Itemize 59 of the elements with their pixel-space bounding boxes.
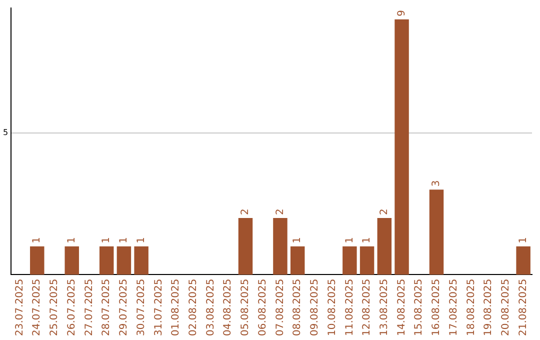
- x-tick-label: 23.07.2025: [14, 278, 26, 336]
- x-tick-label: 05.08.2025: [240, 278, 252, 336]
- x-tick-label: 19.08.2025: [483, 278, 494, 336]
- bar: [394, 19, 409, 275]
- x-tick-label: 30.07.2025: [136, 278, 147, 336]
- x-tick-label: 25.07.2025: [49, 278, 60, 336]
- y-tick-label: 5: [2, 128, 8, 137]
- bar: [64, 246, 79, 275]
- data-label: 1: [32, 236, 43, 244]
- data-label: 9: [396, 10, 408, 16]
- bar: [516, 246, 530, 275]
- x-tick-label: 24.07.2025: [32, 278, 43, 336]
- x-tick-label: 04.08.2025: [222, 278, 234, 336]
- data-label: 1: [101, 236, 112, 244]
- x-tick-label: 27.07.2025: [84, 278, 95, 336]
- x-tick-label: 28.07.2025: [101, 278, 112, 336]
- data-label: 1: [118, 236, 130, 244]
- data-label: 2: [240, 208, 252, 215]
- x-tick-label: 03.08.2025: [205, 278, 216, 336]
- data-label: 1: [362, 236, 373, 244]
- data-label: 3: [431, 180, 442, 187]
- bar: [290, 246, 305, 275]
- x-tick-label: 21.08.2025: [518, 278, 529, 336]
- data-label: 1: [344, 236, 356, 244]
- x-tick-label: 26.07.2025: [66, 278, 78, 336]
- x-tick-label: 07.08.2025: [274, 278, 286, 336]
- x-tick-label: 13.08.2025: [379, 278, 390, 336]
- data-label: 1: [292, 236, 304, 244]
- data-label: 1: [518, 236, 529, 244]
- bar: [342, 246, 357, 275]
- data-label: 1: [136, 236, 147, 244]
- x-tick-label: 08.08.2025: [292, 278, 304, 336]
- x-tick-label: 16.08.2025: [431, 278, 442, 336]
- x-tick-label: 10.08.2025: [326, 278, 338, 336]
- x-tick-label: 20.08.2025: [500, 278, 512, 336]
- x-tick-label: 11.08.2025: [344, 278, 356, 336]
- bar: [134, 246, 148, 275]
- x-tick-label: 02.08.2025: [188, 278, 199, 336]
- bar: [99, 246, 114, 275]
- x-tick-label: 12.08.2025: [362, 278, 373, 336]
- x-tick-label: 29.07.2025: [118, 278, 130, 336]
- data-label: 2: [379, 208, 390, 215]
- x-tick-label: 31.07.2025: [153, 278, 164, 336]
- x-tick-label: 15.08.2025: [414, 278, 425, 336]
- bar: [429, 190, 444, 275]
- bar: [360, 246, 374, 275]
- bar: [238, 218, 253, 275]
- x-tick-label: 06.08.2025: [257, 278, 268, 336]
- x-tick-label: 17.08.2025: [448, 278, 460, 336]
- data-label: 1: [66, 236, 78, 244]
- x-tick-label: 14.08.2025: [396, 278, 408, 336]
- bar: [116, 246, 132, 275]
- x-tick-label: 09.08.2025: [310, 278, 321, 336]
- bar: [273, 218, 288, 275]
- bar: [377, 218, 392, 275]
- bar: [30, 246, 44, 275]
- data-label: 2: [274, 208, 286, 215]
- x-tick-label: 01.08.2025: [170, 278, 182, 336]
- x-tick-label: 18.08.2025: [466, 278, 477, 336]
